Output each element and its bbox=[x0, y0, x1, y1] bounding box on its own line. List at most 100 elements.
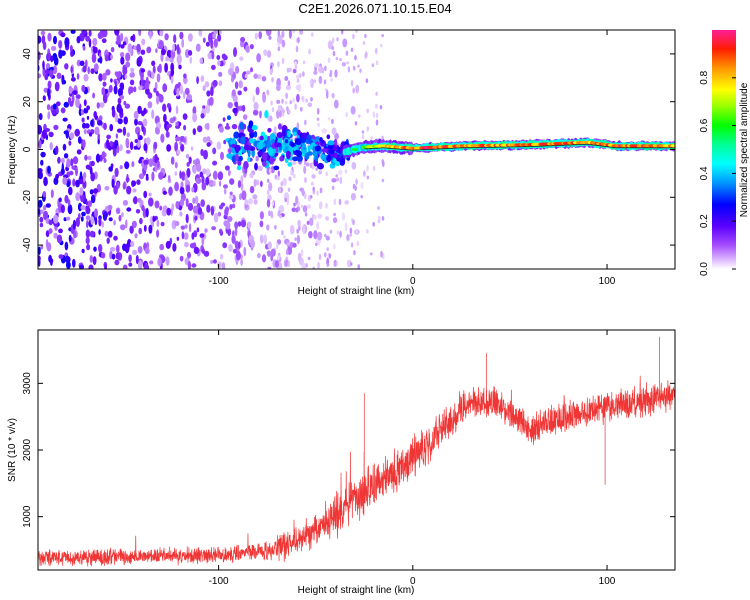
heatmap-cell bbox=[50, 45, 57, 51]
heatmap-cell bbox=[116, 128, 123, 133]
heatmap-cell bbox=[306, 134, 312, 141]
heatmap-cell bbox=[274, 260, 279, 268]
heatmap-cell bbox=[117, 97, 122, 105]
heatmap-cell bbox=[366, 229, 369, 234]
heatmap-cell bbox=[60, 107, 66, 114]
heatmap-cell bbox=[151, 71, 155, 80]
snr-y-axis: 1000 2000 3000 bbox=[22, 372, 675, 528]
heatmap-cell bbox=[300, 106, 303, 112]
heatmap-cell bbox=[97, 119, 103, 126]
heatmap-cell bbox=[326, 247, 330, 252]
heatmap-cell bbox=[45, 230, 50, 238]
heatmap-cell bbox=[312, 145, 316, 153]
heatmap-cell bbox=[154, 153, 158, 164]
heatmap-cell bbox=[53, 35, 57, 45]
heatmap-cell bbox=[309, 80, 313, 85]
heatmap-cell bbox=[108, 166, 113, 172]
heatmap-cell bbox=[170, 68, 175, 77]
heatmap-cell bbox=[365, 51, 368, 59]
heatmap-cell bbox=[64, 37, 70, 48]
heatmap-cell bbox=[110, 54, 113, 60]
heatmap-cell bbox=[342, 38, 348, 48]
heatmap-cell bbox=[47, 32, 52, 42]
heatmap-cell bbox=[344, 200, 350, 205]
heatmap-cell bbox=[236, 165, 242, 171]
heatmap-cell bbox=[43, 176, 48, 187]
heatmap-cell bbox=[138, 85, 143, 91]
heatmap-cell bbox=[92, 37, 98, 47]
heatmap-cell bbox=[300, 249, 304, 256]
spectrogram-y-label: Frequency (Hz) bbox=[7, 116, 18, 185]
heatmap-cell bbox=[279, 156, 284, 162]
colorbar-gradient bbox=[712, 30, 736, 269]
heatmap-cell bbox=[184, 174, 188, 183]
heatmap-cell bbox=[217, 211, 222, 217]
heatmap-cell bbox=[294, 103, 297, 110]
heatmap-cell bbox=[292, 68, 297, 74]
heatmap-cell bbox=[328, 253, 332, 259]
heatmap-cell bbox=[331, 127, 337, 136]
heatmap-cell bbox=[293, 173, 296, 179]
heatmap-cell bbox=[334, 99, 339, 109]
heatmap-cell bbox=[286, 67, 290, 73]
heatmap-cell bbox=[210, 86, 214, 97]
heatmap-cell bbox=[41, 129, 48, 139]
heatmap-cell bbox=[166, 207, 171, 216]
heatmap-cell bbox=[335, 174, 339, 178]
heatmap-cell bbox=[165, 256, 170, 266]
heatmap-cell bbox=[325, 235, 330, 241]
heatmap-cell bbox=[95, 153, 101, 163]
heatmap-cell bbox=[151, 109, 155, 119]
heatmap-cell bbox=[62, 177, 68, 185]
heatmap-cell bbox=[117, 87, 123, 97]
heatmap-cell bbox=[82, 139, 86, 149]
heatmap-cell bbox=[268, 210, 271, 217]
heatmap-cell bbox=[172, 243, 177, 252]
heatmap-cell bbox=[85, 35, 90, 42]
heatmap-cell bbox=[314, 63, 320, 68]
heatmap-cell bbox=[63, 130, 69, 135]
heatmap-cell bbox=[106, 237, 110, 244]
heatmap-cell bbox=[143, 224, 147, 232]
heatmap-cell bbox=[100, 252, 106, 259]
heatmap-cell bbox=[93, 63, 99, 72]
heatmap-cell bbox=[240, 258, 243, 266]
heatmap-cell bbox=[94, 215, 98, 226]
heatmap-cell bbox=[127, 43, 133, 53]
heatmap-cell bbox=[68, 234, 72, 242]
heatmap-cell bbox=[123, 116, 128, 125]
heatmap-cell bbox=[54, 81, 60, 92]
heatmap-cell bbox=[232, 203, 236, 209]
heatmap-cell bbox=[221, 53, 227, 60]
heatmap-cell bbox=[114, 113, 119, 123]
heatmap-cell bbox=[90, 216, 95, 226]
heatmap-cell bbox=[305, 162, 310, 167]
heatmap-cell bbox=[75, 98, 80, 108]
heatmap-cell bbox=[229, 191, 233, 196]
heatmap-cell bbox=[260, 180, 263, 187]
heatmap-cell bbox=[200, 113, 205, 119]
heatmap-cell bbox=[202, 136, 208, 143]
heatmap-cell bbox=[143, 159, 149, 165]
heatmap-cell bbox=[239, 193, 242, 201]
heatmap-cell bbox=[162, 83, 168, 93]
figure-title: C2E1.2026.071.10.15.E04 bbox=[298, 1, 451, 16]
heatmap-cell bbox=[274, 142, 281, 148]
heatmap-cell bbox=[257, 252, 261, 259]
heatmap-cell bbox=[307, 145, 314, 150]
heatmap-cell bbox=[217, 60, 221, 67]
heatmap-cell bbox=[349, 262, 353, 266]
heatmap-cell bbox=[103, 158, 107, 163]
spectrogram-trend-line bbox=[364, 143, 675, 151]
heatmap-cell bbox=[276, 84, 281, 92]
heatmap-cell bbox=[102, 72, 107, 81]
heatmap-cell bbox=[670, 144, 675, 148]
x-tick-label: 0 bbox=[410, 576, 416, 587]
heatmap-cell bbox=[48, 131, 54, 138]
heatmap-cell bbox=[258, 31, 263, 40]
heatmap-cell bbox=[116, 181, 120, 189]
heatmap-cell bbox=[180, 181, 184, 189]
heatmap-cell bbox=[196, 227, 200, 233]
heatmap-cell bbox=[325, 216, 329, 221]
heatmap-cell bbox=[138, 227, 142, 235]
